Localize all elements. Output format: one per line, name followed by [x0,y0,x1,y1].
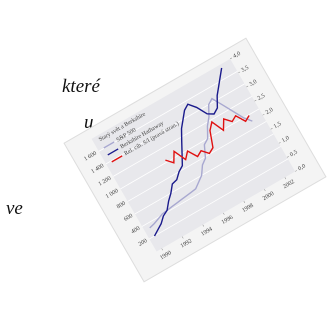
y2-tick [286,156,289,158]
x-tick-label: 1990 [159,250,172,261]
y-tick-label: 1 600 [83,151,98,163]
x-tick [202,224,204,227]
y2-tick-label: 0,0 [297,163,306,172]
y2-tick [295,170,298,172]
y-tick-label: 1 000 [105,188,120,200]
y2-tick [238,71,241,74]
x-tick-label: 2000 [262,191,275,202]
x-tick [284,177,287,180]
x-tick-label: 1992 [180,238,193,249]
grid-line [113,96,253,177]
series-line [165,114,250,164]
y2-tick [230,57,233,60]
y2-tick-label: 1,0 [281,135,290,144]
doc-text: které [62,76,102,97]
x-tick-label: 1994 [200,226,213,237]
y2-tick-label: 4,0 [232,51,241,60]
x-tick-label: 1998 [241,203,254,214]
y-tick-label: 1 200 [98,176,113,188]
x-tick [223,212,225,215]
x-tick-label: 2002 [282,179,295,190]
grid-line [127,121,267,202]
y-tick-label: 800 [116,201,127,211]
plot-area [91,58,296,252]
legend-swatch [107,148,119,156]
legend-swatch [111,155,123,163]
y2-tick [246,85,249,88]
y2-tick-label: 0,5 [289,149,298,158]
y2-tick-label: 1,5 [273,121,282,130]
y2-tick-label: 2,0 [265,107,274,116]
grid-line [105,83,245,165]
grid-line [149,158,289,240]
y-tick-label: 1 400 [90,163,105,175]
y2-tick-label: 2,5 [257,93,266,102]
y-tick-label: 400 [130,226,141,236]
y2-tick [278,142,281,144]
y-tick-label: 600 [123,213,134,223]
x-tick [161,248,163,251]
x-tick [264,189,266,192]
y2-tick-label: 3,5 [240,65,249,74]
y2-tick [254,99,257,102]
x-tick [182,236,184,239]
y-tick-label: 200 [138,238,149,248]
grid-line [120,108,260,190]
x-tick [243,200,246,203]
y2-tick [262,113,265,116]
grid-line [98,71,238,152]
doc-text: ve [6,198,23,219]
y2-tick-label: 3,0 [249,79,258,88]
grid-line [134,133,274,215]
x-tick-label: 1996 [221,215,234,226]
series-line [153,67,223,237]
y2-tick [270,128,273,130]
legend-swatch [103,141,115,149]
